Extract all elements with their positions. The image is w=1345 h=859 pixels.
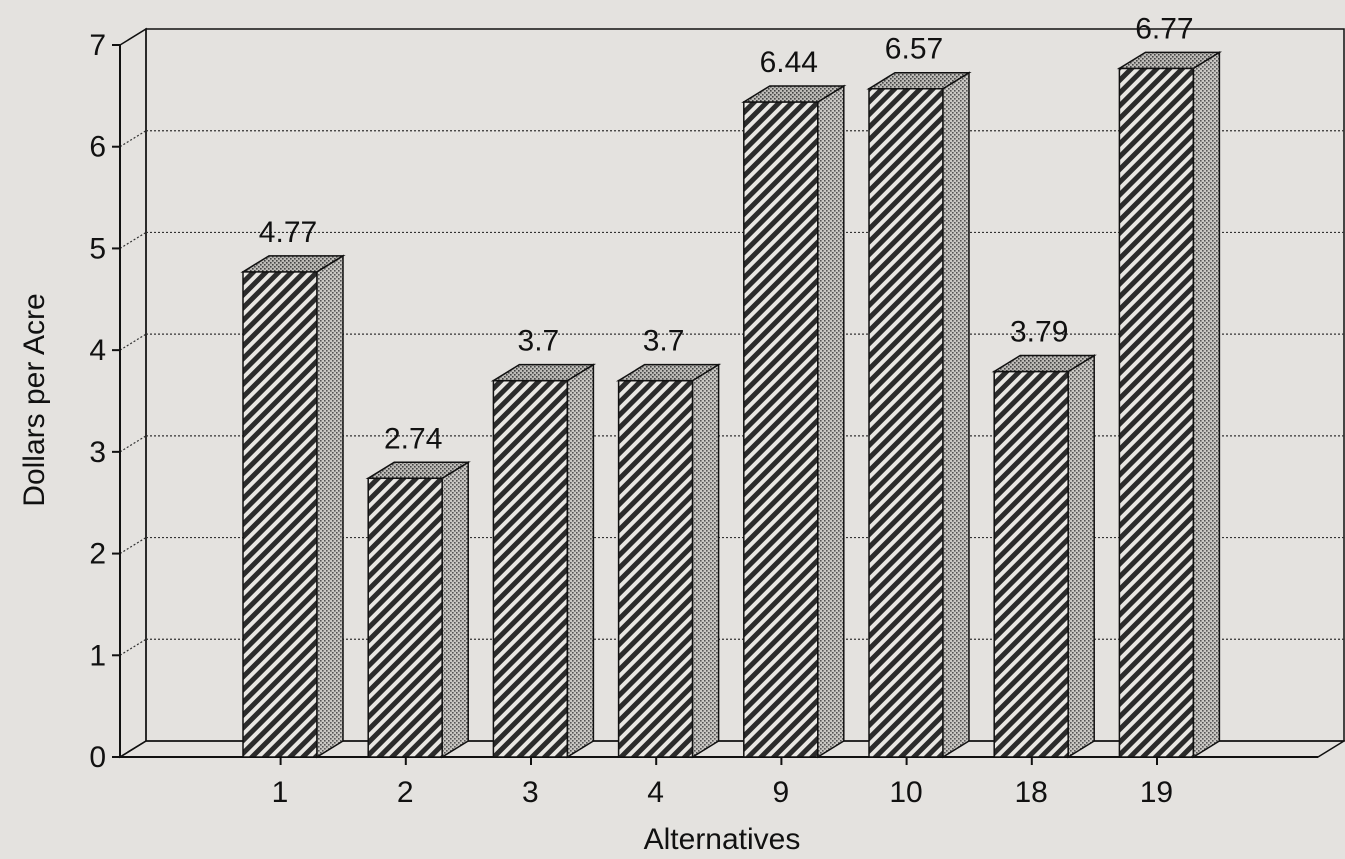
x-tick-label: 18	[1015, 776, 1048, 809]
y-tick-label: 0	[89, 741, 106, 774]
bar-side	[316, 254, 344, 759]
bar-side	[441, 460, 469, 759]
gridline-side	[119, 231, 147, 249]
y-tick-label: 4	[89, 334, 106, 367]
bar-1	[240, 254, 346, 759]
bar-front	[743, 101, 819, 758]
y-axis-title: Dollars per Acre	[18, 293, 51, 506]
y-tick-labels: 0 1 2 3 4 5 6 7	[89, 29, 106, 774]
data-labels: 4.77 2.74 3.7 3.7 6.44 6.57 3.79 6.77	[259, 12, 1194, 455]
bar-side	[691, 363, 720, 759]
gridlines	[119, 130, 1344, 656]
bar-top	[240, 255, 346, 273]
y-tick-label: 2	[89, 538, 106, 571]
x-tick-label: 2	[397, 776, 414, 809]
y-tick-label: 3	[89, 436, 106, 469]
bar-9	[741, 84, 847, 759]
gridline-side	[119, 435, 147, 453]
bar-front	[367, 477, 443, 758]
bar-side	[817, 84, 845, 759]
y-tick-label: 7	[89, 29, 106, 62]
y-tick-label: 5	[89, 232, 106, 265]
x-tick-label: 9	[772, 776, 789, 809]
bar-side	[566, 363, 595, 759]
x-axis-title: Alternatives	[644, 823, 801, 856]
left-wall	[119, 27, 147, 759]
bar-side	[1192, 51, 1221, 759]
gridline-side	[119, 333, 147, 351]
gridline-side	[119, 537, 147, 555]
bar-top	[365, 461, 471, 480]
bar-2	[365, 460, 471, 759]
data-label: 3.79	[1010, 316, 1068, 349]
bar-side	[1067, 354, 1095, 759]
bar-top	[615, 363, 722, 382]
bar-top	[490, 363, 597, 382]
x-tick-label: 1	[272, 776, 289, 809]
bar-top	[741, 85, 847, 103]
bar-top	[1116, 51, 1223, 70]
data-label: 6.57	[885, 33, 943, 66]
gridline-side	[119, 638, 147, 656]
bar-10	[866, 71, 972, 759]
data-label: 6.77	[1135, 12, 1193, 45]
x-tick-label: 3	[522, 776, 539, 809]
axes	[112, 44, 1318, 765]
bar-front	[492, 379, 569, 758]
bar-18	[991, 354, 1097, 759]
data-label: 6.44	[760, 46, 818, 79]
data-label: 2.74	[384, 422, 442, 455]
x-tick-label: 10	[889, 776, 922, 809]
y-tick-label: 6	[89, 131, 106, 164]
bar-3	[490, 363, 597, 759]
data-label: 3.7	[518, 325, 560, 358]
bar-top	[991, 354, 1097, 373]
bar-top	[866, 71, 972, 90]
x-tick-label: 19	[1140, 776, 1173, 809]
y-tick-label: 1	[89, 639, 106, 672]
bar-19	[1116, 51, 1223, 759]
bar-front	[242, 271, 318, 758]
data-label: 4.77	[259, 216, 317, 249]
x-tick-label: 4	[647, 776, 664, 809]
data-label: 3.7	[643, 325, 685, 358]
bar-side	[942, 71, 970, 759]
bar-front	[617, 379, 694, 758]
bar-front	[993, 370, 1069, 758]
bars	[240, 51, 1223, 759]
gridline-side	[119, 130, 147, 148]
x-tick-labels: 1 2 3 4 9 10 18 19	[272, 776, 1173, 809]
bar-front	[868, 87, 944, 758]
bar-front	[1118, 67, 1195, 758]
bar-4	[615, 363, 722, 759]
